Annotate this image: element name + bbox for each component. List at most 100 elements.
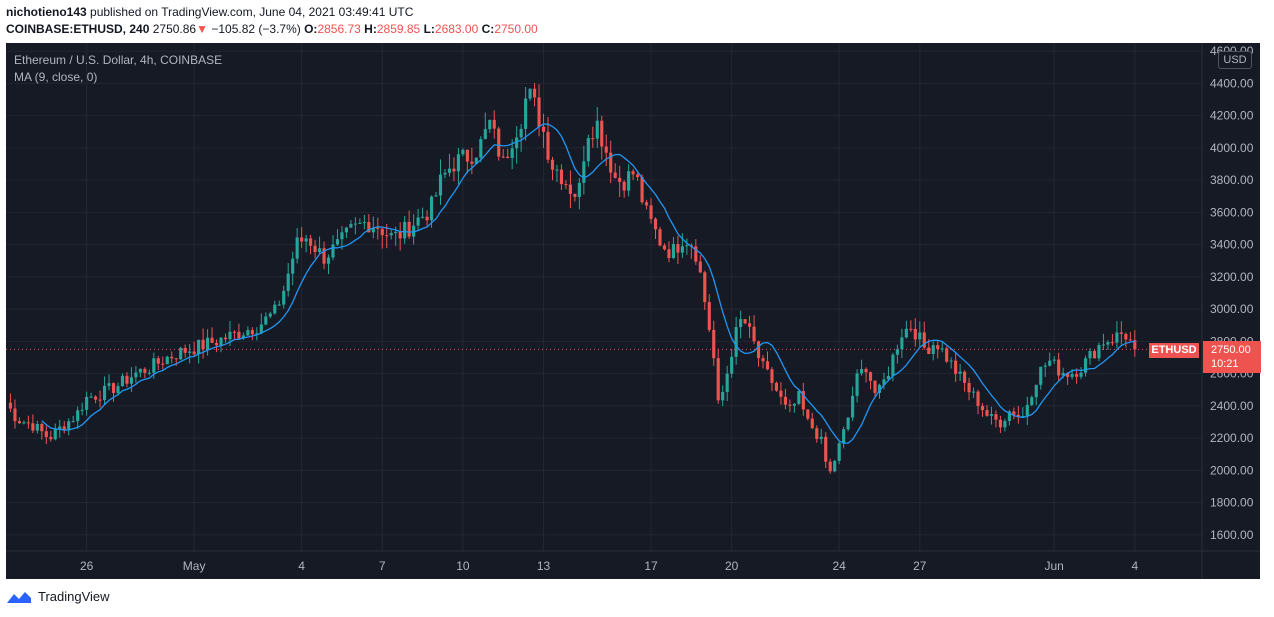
y-tick-label: 2000.00 [1210, 463, 1254, 477]
open-value: 2856.73 [317, 22, 361, 36]
candle-body [461, 149, 465, 155]
ohlc-line: COINBASE:ETHUSD, 240 2750.86▼ −105.82 (−… [6, 22, 538, 36]
candle-body [1048, 360, 1052, 366]
y-tick-label: 3200.00 [1210, 270, 1254, 284]
candle-body [595, 120, 599, 139]
y-tick-label: 4200.00 [1210, 109, 1254, 123]
candle-body [102, 385, 107, 401]
candle-body [421, 216, 425, 218]
candle-body [725, 373, 729, 393]
candle-body [555, 169, 559, 171]
candle-body [658, 229, 662, 246]
footer-brand[interactable]: TradingView [6, 589, 110, 604]
candle-body [304, 238, 308, 242]
candle-body [855, 373, 859, 396]
candle-body [577, 182, 581, 197]
currency-button[interactable]: USD [1218, 51, 1252, 69]
y-tick-label: 1800.00 [1210, 496, 1254, 510]
candle-body [1021, 415, 1025, 417]
candle-body [434, 195, 438, 197]
chart-panel[interactable]: 1600.00 1800.00 2000.00 2200.00 2400.00 2600.… [6, 43, 1261, 579]
candle-body [680, 246, 684, 253]
candle-body [80, 409, 84, 411]
moving-average [41, 123, 1135, 444]
down-arrow-icon: ▼ [196, 22, 208, 36]
candle-body [125, 375, 129, 384]
candle-body [1106, 342, 1110, 345]
time-axis: 26 May 4 7 10 13 17 20 24 27 Jun 4 [6, 550, 1260, 573]
candle-body [335, 239, 340, 245]
candle-body [282, 290, 286, 305]
candle-body [931, 345, 935, 354]
candle-body [524, 98, 528, 129]
candle-body [94, 396, 98, 400]
candle-body [698, 261, 702, 273]
candle-body [1075, 374, 1079, 377]
candle-body [89, 396, 93, 398]
candle-body [980, 405, 985, 411]
candle-body [264, 316, 268, 325]
candle-body [815, 428, 819, 439]
candle-body [1066, 372, 1070, 377]
y-tick-label: 3400.00 [1210, 238, 1254, 252]
candle-body [326, 257, 331, 264]
candle-body [179, 347, 183, 360]
candle-body [940, 348, 944, 350]
candle-body [456, 154, 460, 172]
candle-body [219, 337, 223, 346]
candle-body [1128, 339, 1132, 341]
chart-legend-title[interactable]: Ethereum / U.S. Dollar, 4h, COINBASE [14, 53, 223, 67]
indicator-legend[interactable]: MA (9, close, 0) [14, 70, 98, 84]
candle-body [774, 382, 779, 391]
candle-body [1133, 340, 1137, 350]
candle-body [165, 356, 169, 365]
candle-body [1025, 404, 1029, 416]
candle-body [188, 351, 192, 353]
candle-body [134, 372, 138, 378]
candle-body [143, 368, 147, 373]
candle-body [250, 330, 254, 335]
candle-body [810, 418, 814, 429]
candle-body [582, 161, 586, 183]
published-text: published on TradingView.com, June 04, 2… [90, 5, 414, 19]
candle-body [559, 169, 564, 185]
candle-body [76, 410, 80, 422]
candle-body [291, 258, 295, 274]
candle-body [819, 436, 823, 439]
candle-body [322, 248, 326, 264]
candle-body [309, 238, 313, 246]
candle-body [694, 246, 698, 262]
candle-body [667, 249, 671, 258]
price-chart[interactable]: 1600.001800.002000.002200.002400.002600.… [6, 43, 1260, 579]
candle-body [913, 328, 917, 340]
candle-body [945, 348, 949, 362]
candle-body [770, 369, 774, 383]
candle-body [152, 358, 156, 373]
candle-body [1083, 358, 1088, 373]
candle-body [806, 409, 810, 419]
candle-body [662, 245, 667, 250]
candle-body [1097, 345, 1101, 359]
candle-body [734, 327, 738, 357]
candle-body [237, 331, 241, 339]
low-label: L: [423, 22, 435, 36]
x-tick-label: 13 [537, 559, 551, 573]
candle-body [358, 222, 362, 224]
candle-body [116, 386, 120, 393]
candle-body [801, 391, 805, 410]
low-value: 2683.00 [434, 22, 479, 36]
candle-body [385, 235, 389, 237]
high-value: 2859.85 [376, 22, 421, 36]
candle-body [761, 358, 765, 362]
candle-body [622, 181, 626, 191]
candle-body [398, 231, 402, 239]
candle-body [756, 341, 761, 359]
author-name[interactable]: nichotieno143 [6, 5, 87, 19]
candle-body [533, 88, 537, 98]
candle-body [1061, 372, 1065, 376]
x-tick-label: May [183, 559, 206, 573]
candle-body [591, 138, 595, 140]
candle-body [376, 227, 380, 229]
candle-body [671, 244, 675, 258]
candle-body [501, 156, 505, 158]
